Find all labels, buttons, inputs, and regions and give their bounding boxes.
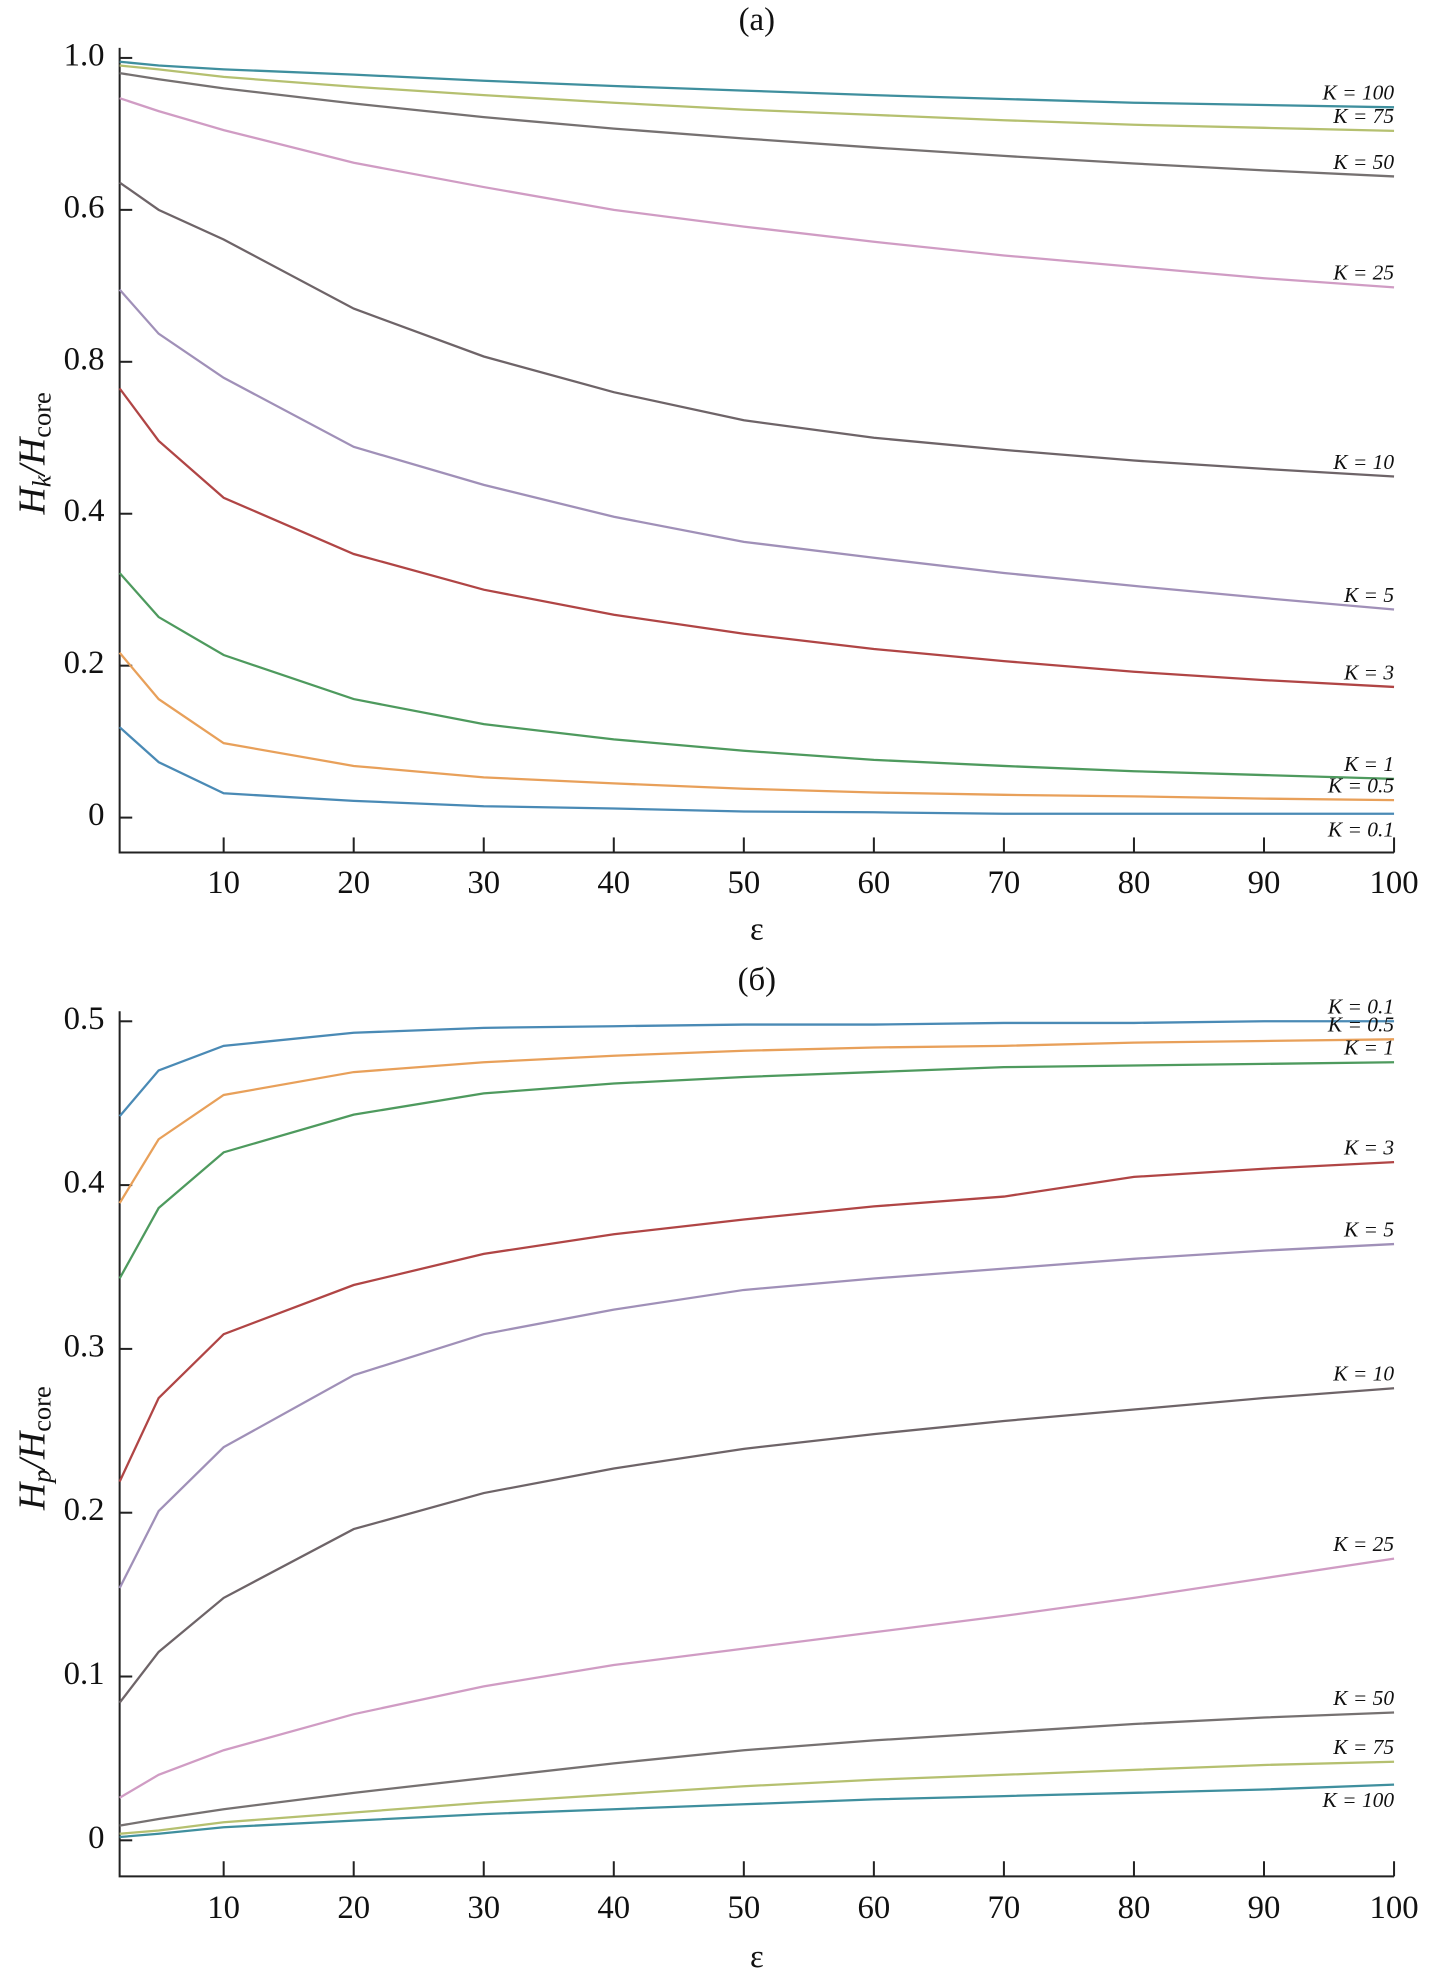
series-label: K = 1 (1343, 1036, 1394, 1060)
series-label: K = 5 (1343, 1217, 1394, 1241)
x-axis-label: ε (750, 911, 764, 947)
series-line (118, 1061, 1395, 1280)
x-axis-label: ε (750, 1939, 764, 1975)
y-axis-label: Hp/Hcore (11, 1386, 56, 1511)
y-axis-label-part: core (26, 1386, 56, 1432)
series-label: K = 0.5 (1327, 773, 1394, 797)
x-tick-label: 100 (1369, 1890, 1418, 1926)
figure-body: (a)00.20.40.80.61.010 20 30 40 50 60 70 80 90 100… (11, 2, 1419, 1975)
y-axis-label-part: H (11, 1481, 53, 1511)
series-label: K = 100 (1322, 1788, 1395, 1812)
y-axis-label-part: / (11, 461, 53, 477)
series-line (118, 652, 1395, 802)
series-label: K = 25 (1332, 261, 1394, 285)
y-tick-label: 0 (88, 1820, 104, 1856)
series-label: K = 3 (1343, 1135, 1394, 1159)
series-line (118, 572, 1395, 780)
series-label: K = 10 (1332, 1362, 1394, 1386)
y-axis-label-part: H (11, 1430, 53, 1460)
y-tick-label: 0.8 (64, 341, 105, 377)
series-line (118, 387, 1395, 689)
series-line (119, 72, 1395, 178)
x-tick-label: 90 (1248, 1890, 1281, 1926)
series-line (118, 1387, 1395, 1704)
x-tick-label: 70 (988, 865, 1021, 901)
series-line (118, 1161, 1395, 1483)
axis-line (118, 1011, 1395, 1878)
series-line (118, 1038, 1395, 1204)
series-line (118, 726, 1395, 815)
series-label: K = 3 (1343, 660, 1394, 684)
x-tick-label: 50 (727, 865, 760, 901)
series-label: K = 50 (1332, 1686, 1394, 1710)
y-axis-label-part: H (11, 436, 53, 466)
y-axis-label-part: core (26, 392, 56, 438)
x-tick-label: 70 (988, 1890, 1021, 1926)
x-tick-label: 50 (727, 1890, 760, 1926)
series-line (118, 181, 1395, 478)
y-tick-label: 0.4 (64, 493, 105, 529)
series-label: K = 0.1 (1327, 817, 1394, 841)
y-tick-label: 0 (88, 797, 104, 833)
y-tick-label: 0.2 (64, 645, 105, 681)
y-axis-label-part: k (26, 474, 56, 487)
y-tick-label: 0.3 (64, 1328, 105, 1364)
x-tick-label: 80 (1118, 1890, 1151, 1926)
series-line (118, 1020, 1395, 1118)
x-tick-label: 10 (207, 1890, 240, 1926)
series-label: K = 75 (1332, 104, 1394, 128)
series-line (118, 1242, 1395, 1589)
series-label: K = 75 (1332, 1735, 1394, 1759)
series-line (119, 1783, 1395, 1839)
chart-title: (б) (738, 962, 776, 998)
x-tick-label: 30 (467, 865, 500, 901)
y-tick-label: 0.1 (64, 1656, 105, 1692)
y-tick-label: 0.2 (64, 1492, 105, 1528)
x-tick-label: 20 (337, 1890, 370, 1926)
series-line (119, 60, 1395, 109)
x-tick-label: 60 (858, 865, 891, 901)
x-tick-label: 60 (858, 1890, 891, 1926)
x-tick-label: 80 (1118, 865, 1151, 901)
series-line (119, 1557, 1395, 1799)
series-label: K = 0.5 (1327, 1013, 1394, 1037)
y-tick-label: 0.6 (64, 189, 105, 225)
series-line (119, 1760, 1395, 1835)
axis-line (118, 47, 1395, 854)
x-tick-label: 90 (1248, 865, 1281, 901)
y-axis-label-part: p (26, 1470, 56, 1485)
y-axis-label: Hk/Hcore (11, 392, 56, 515)
chart-title: (a) (739, 2, 775, 38)
series-label: K = 10 (1332, 450, 1394, 474)
series-label: K = 50 (1332, 150, 1394, 174)
series-label: K = 25 (1332, 1532, 1394, 1556)
x-tick-label: 100 (1369, 865, 1418, 901)
series-line (119, 97, 1395, 289)
x-tick-label: 40 (597, 865, 630, 901)
y-tick-label: 1.0 (64, 37, 105, 73)
series-line (119, 1711, 1395, 1827)
x-tick-label: 10 (207, 865, 240, 901)
series-label: K = 0.1 (1327, 995, 1394, 1019)
series-line (119, 64, 1395, 132)
series-label: K = 100 (1322, 81, 1395, 105)
series-label: K = 1 (1343, 752, 1394, 776)
x-tick-label: 30 (467, 1890, 500, 1926)
series-label: K = 5 (1343, 583, 1394, 607)
y-axis-label-part: H (11, 485, 53, 515)
y-tick-label: 0.4 (64, 1165, 105, 1201)
y-axis-label-part: / (11, 1456, 53, 1472)
x-tick-label: 20 (337, 865, 370, 901)
y-tick-label: 0.5 (64, 1001, 105, 1037)
x-tick-label: 40 (597, 1890, 630, 1926)
series-line (118, 288, 1395, 611)
